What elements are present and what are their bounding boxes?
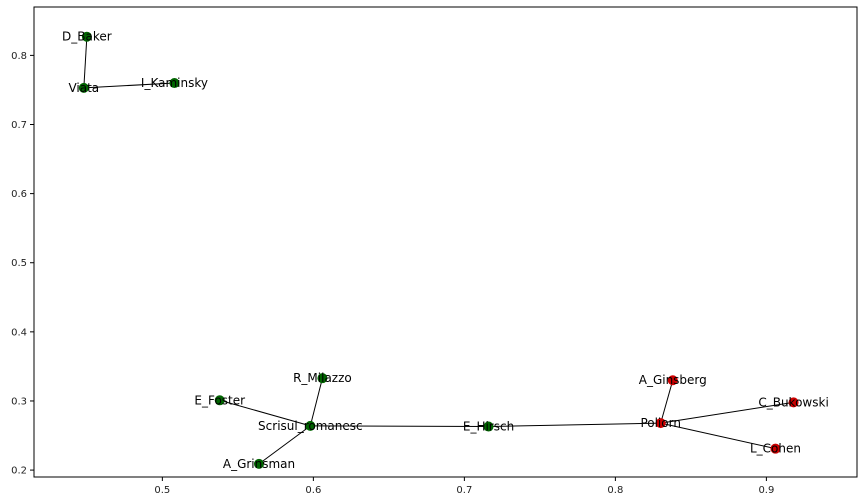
x-tick-label: 0.6 [305,485,321,496]
node-Poliorn [655,418,666,429]
edge-Viata-I_Kaminsky [83,82,175,89]
y-tick-label: 0.4 [11,327,27,338]
node-label-D_Baker: D_Baker [62,30,112,44]
node-I_Kaminsky [169,78,180,89]
node-label-E_Hirsch: E_Hirsch [463,420,514,434]
x-tick-label: 0.5 [154,485,170,496]
node-C_Bukowski [788,397,799,408]
node-label-E_Foster: E_Foster [194,393,245,407]
node-A_Grinsman [254,458,265,469]
node-label-Scrisul_romanesc: Scrisul_romanesc [258,419,363,433]
edge-E_Hirsch-Poliorn [488,422,661,428]
nodes-layer [78,31,799,469]
node-Viata [78,82,89,93]
y-axis-ticks: 0.2 0.3 0.4 0.5 0.6 0.7 0.8 [11,51,34,477]
node-Scrisul_romanesc [305,420,316,431]
node-label-A_Ginsberg: A_Ginsberg [639,373,707,387]
y-tick-label: 0.8 [11,51,27,62]
y-tick-label: 0.3 [11,396,27,407]
y-tick-label: 0.6 [11,189,27,200]
node-label-R_Milazzo: R_Milazzo [293,371,352,385]
y-tick-label: 0.5 [11,258,27,269]
edge-A_Grinsman-Scrisul_romanesc [258,425,311,465]
edge-Scrisul_romanesc-E_Hirsch [310,425,489,428]
node-label-A_Grinsman: A_Grinsman [223,457,295,471]
edge-E_Foster-Scrisul_romanesc [219,399,311,427]
y-tick-label: 0.7 [11,120,27,131]
node-label-C_Bukowski: C_Bukowski [758,395,828,409]
edge-Poliorn-C_Bukowski [660,401,794,424]
node-R_Milazzo [317,373,328,384]
node-label-L_Cohen: L_Cohen [750,442,801,456]
node-L_Cohen [770,443,781,454]
edge-Poliorn-L_Cohen [660,422,776,450]
x-tick-label: 0.8 [607,485,623,496]
edge-A_Ginsberg-Poliorn [660,380,674,424]
x-tick-label: 0.9 [758,485,774,496]
x-tick-label: 0.7 [456,485,472,496]
node-label-Poliorn: Poliorn [640,416,681,430]
edges-layer [83,36,794,465]
node-label-I_Kaminsky: I_Kaminsky [141,76,208,90]
x-axis-ticks: 0.5 0.6 0.7 0.8 0.9 [154,477,774,496]
node-E_Foster [214,395,225,406]
node-D_Baker [81,31,92,42]
y-tick-label: 0.2 [11,466,27,477]
node-label-Viata: Viata [68,81,99,95]
node-A_Ginsberg [667,375,678,386]
edge-D_Baker-Viata [83,36,88,88]
node-E_Hirsch [483,421,494,432]
edge-R_Milazzo-Scrisul_romanesc [309,378,323,426]
labels-layer: D_Baker Viata I_Kaminsky R_Milazzo E_Foster S… [62,30,829,471]
